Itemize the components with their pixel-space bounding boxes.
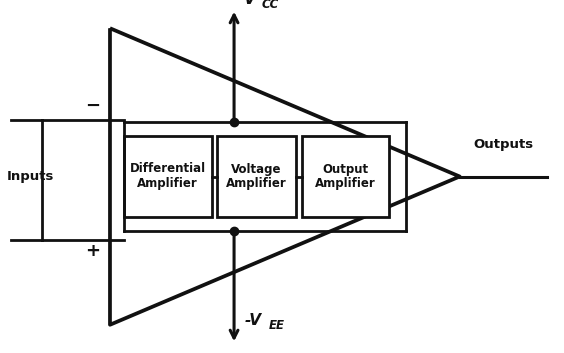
Bar [217,136,296,217]
Text: Voltage
Amplifier: Voltage Amplifier [226,162,287,191]
Text: Outputs: Outputs [474,138,534,151]
Text: Output
Amplifier: Output Amplifier [315,162,376,191]
Text: V: V [244,0,256,7]
Text: CC: CC [261,0,279,11]
Text: Differential
Amplifier: Differential Amplifier [130,162,206,191]
Text: +: + [86,242,100,259]
Text: Inputs: Inputs [7,170,54,183]
Text: −: − [86,97,100,115]
Text: EE: EE [268,319,284,332]
Text: -V: -V [244,313,261,328]
Bar [124,136,212,217]
Bar [302,136,389,217]
